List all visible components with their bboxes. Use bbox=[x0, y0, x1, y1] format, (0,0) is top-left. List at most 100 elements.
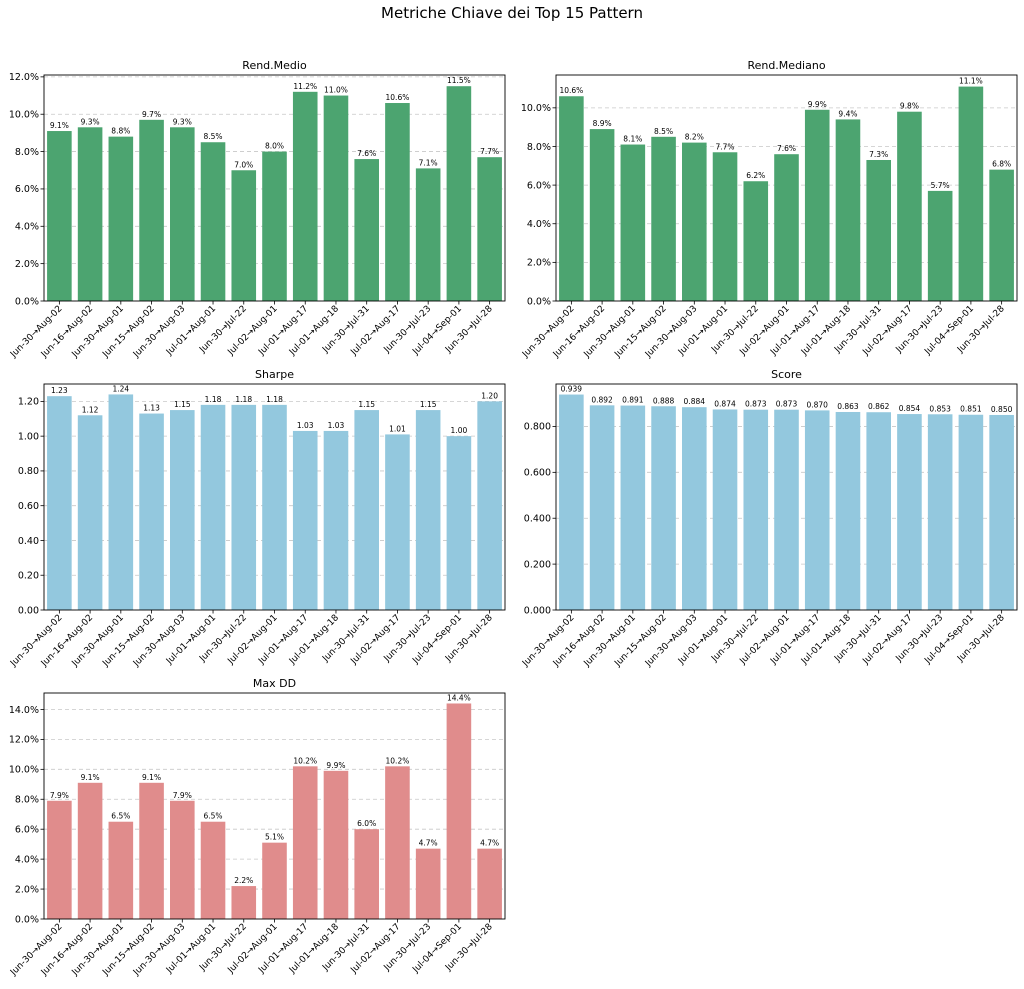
bar-value-label: 7.0% bbox=[234, 160, 253, 169]
bar bbox=[262, 151, 287, 301]
subplot-title: Score bbox=[771, 368, 802, 381]
x-tick-label: Jun-30→Aug-01 bbox=[582, 304, 638, 360]
bar bbox=[354, 829, 379, 919]
bar-value-label: 0.863 bbox=[837, 402, 859, 411]
x-tick-label: Jun-30→Aug-01 bbox=[70, 922, 126, 978]
bar bbox=[231, 886, 257, 919]
x-tick-label: Jun-30→Aug-03 bbox=[643, 613, 699, 669]
bar-value-label: 9.3% bbox=[81, 117, 100, 126]
bar-value-label: 9.9% bbox=[326, 761, 345, 770]
bar-value-label: 7.3% bbox=[869, 150, 888, 159]
x-tick-label: Jun-30→Aug-02 bbox=[520, 304, 576, 360]
bar-value-label: 1.13 bbox=[143, 404, 160, 413]
bar bbox=[200, 821, 226, 919]
y-tick-label: 8.0% bbox=[527, 142, 551, 153]
bar-value-label: 0.874 bbox=[714, 399, 736, 408]
bar bbox=[354, 159, 379, 301]
bar bbox=[77, 127, 103, 302]
bar bbox=[743, 409, 769, 610]
chart-0: 9.1% Jun-30→Aug-02 9.3% Jun-16→Aug-02 8.8% Ju… bbox=[8, 59, 506, 360]
y-tick-label: 0.60 bbox=[18, 501, 39, 512]
bar-value-label: 5.1% bbox=[265, 833, 284, 842]
chart-4: 7.9% Jun-30→Aug-02 9.1% Jun-16→Aug-02 6.5% Ju… bbox=[8, 677, 506, 978]
bar bbox=[47, 800, 72, 919]
y-tick-label: 0.0% bbox=[15, 914, 39, 925]
bar-value-label: 7.7% bbox=[716, 142, 735, 151]
bar-value-label: 1.23 bbox=[51, 386, 68, 395]
axes-frame bbox=[43, 692, 506, 920]
y-tick-label: 2.0% bbox=[15, 259, 39, 270]
bar-value-label: 6.5% bbox=[111, 812, 130, 821]
bar bbox=[712, 409, 738, 610]
bar-value-label: 0.939 bbox=[561, 385, 583, 394]
bar bbox=[682, 142, 707, 301]
bar-value-label: 11.2% bbox=[293, 82, 317, 91]
bar bbox=[108, 821, 134, 919]
subplot-title: Rend.Medio bbox=[242, 59, 307, 72]
bar bbox=[292, 430, 318, 610]
bar-value-label: 1.15 bbox=[420, 400, 437, 409]
y-tick-label: 10.0% bbox=[9, 110, 39, 121]
axes-frame bbox=[555, 383, 1018, 611]
bar-value-label: 1.18 bbox=[205, 395, 222, 404]
subplot-title: Max DD bbox=[253, 677, 296, 690]
bar bbox=[446, 703, 472, 919]
chart-1: 10.6% Jun-30→Aug-02 8.9% Jun-16→Aug-02 8.1% J… bbox=[520, 59, 1018, 360]
bar-value-label: 7.9% bbox=[173, 791, 192, 800]
bar bbox=[620, 144, 646, 301]
bar bbox=[77, 782, 103, 919]
bar-value-label: 1.18 bbox=[235, 395, 252, 404]
bar-value-label: 6.2% bbox=[746, 171, 765, 180]
bar bbox=[47, 396, 72, 610]
bar bbox=[292, 91, 318, 302]
x-tick-label: Jun-30→Aug-02 bbox=[8, 304, 64, 360]
bar bbox=[897, 414, 922, 610]
figure-title: Metriche Chiave dei Top 15 Pattern bbox=[381, 4, 643, 22]
bar-value-label: 9.4% bbox=[838, 109, 857, 118]
y-tick-label: 0.0% bbox=[15, 296, 39, 307]
bar bbox=[139, 119, 164, 301]
chart-3: 0.939 Jun-30→Aug-02 0.892 Jun-16→Aug-02 0.89… bbox=[520, 368, 1018, 669]
bar-value-label: 0.873 bbox=[745, 400, 767, 409]
bar-value-label: 9.9% bbox=[808, 100, 827, 109]
bar bbox=[323, 95, 349, 301]
y-tick-label: 14.0% bbox=[9, 705, 39, 716]
bar bbox=[200, 404, 226, 610]
bar bbox=[620, 405, 646, 610]
bar bbox=[774, 409, 799, 610]
bar bbox=[446, 86, 472, 302]
y-tick-label: 10.0% bbox=[521, 103, 551, 114]
subplot-title: Rend.Mediano bbox=[747, 59, 825, 72]
bar-value-label: 9.1% bbox=[50, 121, 69, 130]
bar-value-label: 1.12 bbox=[82, 405, 99, 414]
y-tick-label: 10.0% bbox=[9, 765, 39, 776]
bar-value-label: 10.6% bbox=[386, 93, 410, 102]
bar bbox=[477, 401, 502, 610]
bar-value-label: 7.6% bbox=[357, 149, 376, 158]
axes-frame bbox=[43, 383, 506, 611]
bar bbox=[835, 119, 861, 301]
x-tick-label: Jun-15→Aug-02 bbox=[612, 613, 668, 669]
bar bbox=[385, 766, 410, 919]
bar-value-label: 4.7% bbox=[480, 839, 499, 848]
bar bbox=[989, 414, 1014, 610]
bar bbox=[477, 157, 502, 301]
bar bbox=[804, 410, 830, 610]
y-tick-label: 6.0% bbox=[527, 180, 551, 191]
bar bbox=[743, 181, 769, 301]
bar bbox=[927, 414, 953, 610]
bar-value-label: 8.9% bbox=[593, 119, 612, 128]
bar-value-label: 8.0% bbox=[265, 142, 284, 151]
bar-value-label: 8.8% bbox=[111, 127, 130, 136]
bar-value-label: 11.1% bbox=[959, 77, 983, 86]
x-tick-label: Jun-30→Aug-03 bbox=[643, 304, 699, 360]
bar bbox=[170, 800, 195, 919]
bar bbox=[415, 848, 441, 919]
axes-frame bbox=[555, 74, 1018, 302]
bar-value-label: 1.03 bbox=[328, 421, 345, 430]
bar-value-label: 1.03 bbox=[297, 421, 314, 430]
bar-value-label: 7.7% bbox=[480, 147, 499, 156]
bar-value-label: 9.3% bbox=[173, 117, 192, 126]
bar bbox=[108, 136, 134, 301]
